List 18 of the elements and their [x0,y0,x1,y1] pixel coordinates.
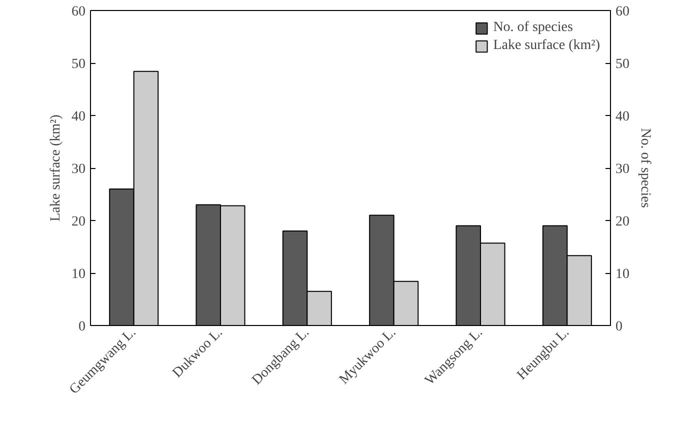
y2-tick-label: 50 [616,57,630,72]
y2-tick-label: 40 [616,110,630,124]
y-tick-label: 50 [72,57,86,72]
legend-label: No. of species [493,20,573,36]
y2-axis-title: No. of species [638,128,652,208]
y-tick-label: 10 [72,267,86,282]
y-tick-label: 30 [72,162,86,177]
y2-tick-label: 20 [616,214,630,230]
y2-tick-label: 0 [616,320,622,334]
y2-tick-label: 60 [616,4,630,20]
y-axis-title: Lake surface (km²) [48,114,64,222]
y-tick-label: 0 [78,320,86,334]
y-tick-label: 20 [72,214,86,230]
y2-tick-label: 10 [616,267,630,282]
y-tick-label: 60 [72,4,86,20]
y2-tick-label: 30 [616,162,630,177]
legend-label: Lake surface (km²) [493,38,600,54]
y-tick-label: 40 [72,110,86,124]
